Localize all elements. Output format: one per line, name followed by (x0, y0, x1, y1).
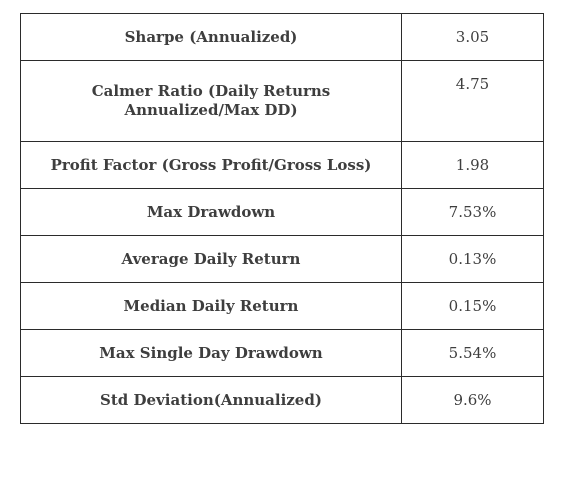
metric-label: Average Daily Return (20, 235, 402, 283)
metric-value: 9.6% (401, 376, 544, 424)
table-row-calmer-ratio: Calmer Ratio (Daily Returns Annualized/M… (20, 60, 544, 142)
metric-label: Max Single Day Drawdown (20, 329, 402, 377)
metric-value: 0.13% (401, 235, 544, 283)
performance-metrics-table: Sharpe (Annualized) 3.05 Calmer Ratio (D… (20, 13, 544, 424)
metric-label: Std Deviation(Annualized) (20, 376, 402, 424)
metric-label: Profit Factor (Gross Profit/Gross Loss) (20, 141, 402, 189)
metric-value: 7.53% (401, 188, 544, 236)
table-row-profit-factor: Profit Factor (Gross Profit/Gross Loss) … (20, 141, 544, 189)
table-row-sharpe: Sharpe (Annualized) 3.05 (20, 13, 544, 61)
metric-label: Sharpe (Annualized) (20, 13, 402, 61)
table-row-max-drawdown: Max Drawdown 7.53% (20, 188, 544, 236)
table-row-median-daily-return: Median Daily Return 0.15% (20, 282, 544, 330)
metric-value: 4.75 (401, 60, 544, 142)
metric-value: 0.15% (401, 282, 544, 330)
table-row-max-single-day-drawdown: Max Single Day Drawdown 5.54% (20, 329, 544, 377)
table-row-std-deviation: Std Deviation(Annualized) 9.6% (20, 376, 544, 424)
table-row-average-daily-return: Average Daily Return 0.13% (20, 235, 544, 283)
metric-value: 3.05 (401, 13, 544, 61)
metric-label: Max Drawdown (20, 188, 402, 236)
metric-label: Median Daily Return (20, 282, 402, 330)
metric-value: 1.98 (401, 141, 544, 189)
metric-label: Calmer Ratio (Daily Returns Annualized/M… (20, 60, 402, 142)
metric-value: 5.54% (401, 329, 544, 377)
